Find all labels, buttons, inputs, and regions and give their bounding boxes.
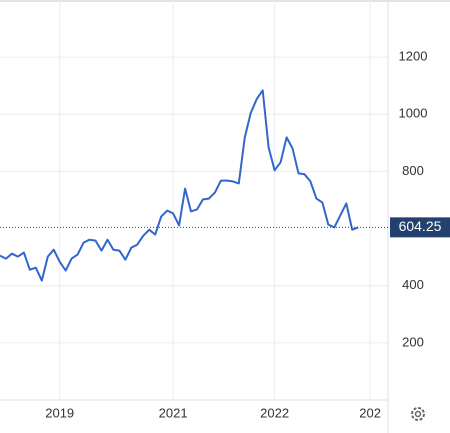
y-tick-label: 1000 <box>399 106 428 121</box>
x-tick-label: 202 <box>359 405 381 420</box>
gear-inner <box>414 410 422 418</box>
x-tick-label: 2019 <box>45 405 74 420</box>
y-tick-label: 1200 <box>399 49 428 64</box>
y-tick-label: 400 <box>402 277 424 292</box>
y-tick-label: 200 <box>402 334 424 349</box>
x-tick-label: 2022 <box>260 405 289 420</box>
gear-outer <box>411 407 425 421</box>
x-tick-label: 2021 <box>159 405 188 420</box>
y-tick-label: 800 <box>402 163 424 178</box>
price-line <box>0 89 359 282</box>
last-price-box <box>390 217 450 238</box>
settings-icon[interactable] <box>411 407 425 421</box>
last-price-label: 604.25 <box>399 218 442 234</box>
